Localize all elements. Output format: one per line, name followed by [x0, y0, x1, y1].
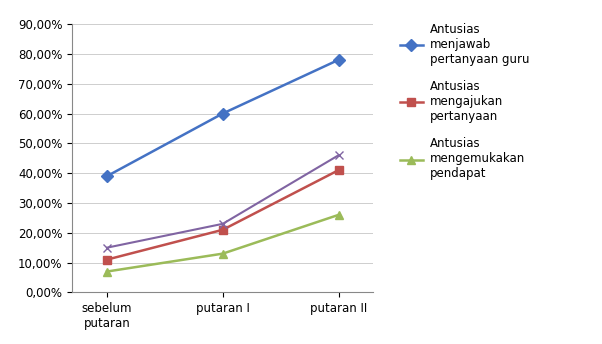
- Legend: Antusias
menjawab
pertanyaan guru, Antusias
mengajukan
pertanyaan, Antusias
meng: Antusias menjawab pertanyaan guru, Antus…: [396, 19, 533, 184]
